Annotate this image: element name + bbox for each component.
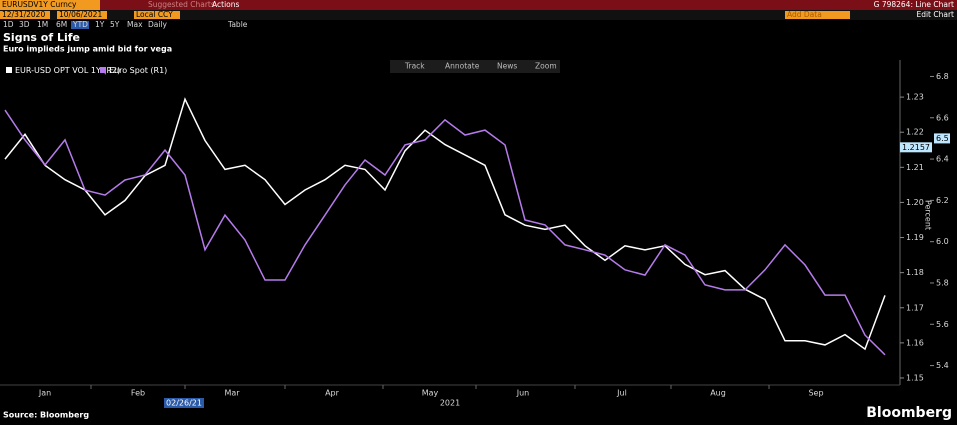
y2-tick-label: 5.8 <box>936 278 949 287</box>
x-tick-label: Feb <box>131 389 145 398</box>
add-data[interactable]: Add Data <box>787 10 822 19</box>
cursor-r1-value: 1.2157 <box>902 143 930 152</box>
y-tick-label: 1.17 <box>906 303 924 312</box>
start-date[interactable]: 12/31/2020 <box>2 10 45 19</box>
x-tick-label: Apr <box>325 389 340 398</box>
y2-tick-label: 6.8 <box>936 72 949 81</box>
top-bar <box>0 0 957 10</box>
active-period-box <box>71 21 89 29</box>
x-year: 2021 <box>440 399 460 408</box>
source: Source: Bloomberg <box>3 411 89 420</box>
y2-axis-title: Percent <box>924 200 933 230</box>
chart-subtitle: Euro implieds jump amid bid for vega <box>3 45 172 54</box>
tool-button[interactable]: Track <box>404 62 425 71</box>
period-button[interactable]: Max <box>127 20 143 29</box>
y-tick-label: 1.20 <box>906 198 924 207</box>
period-button[interactable]: YTD <box>72 20 88 29</box>
period-bar: 1D 3D 1M 6M YTD 1Y 5Y Max <box>3 20 143 29</box>
x-tick-label: Jan <box>38 389 51 398</box>
suggested-charts[interactable]: Suggested Charts <box>148 0 215 9</box>
y2-tick-label: 6.2 <box>936 196 949 205</box>
cursor-r2-value: 6.5 <box>936 134 949 143</box>
toolbar-row <box>0 10 957 20</box>
x-tick-label: Jun <box>516 389 530 398</box>
function-label: G 798264: Line Chart <box>874 0 954 9</box>
cursor-date: 02/26/21 <box>166 399 202 408</box>
legend-label: EUR-USD OPT VOL 1Y (R2) <box>15 66 120 75</box>
legend-swatch <box>6 67 12 73</box>
currency[interactable]: Local CCY <box>136 10 173 19</box>
tools: Track Annotate News Zoom <box>404 62 557 71</box>
series-line <box>4 97 886 351</box>
frequency[interactable]: Daily <box>148 20 168 29</box>
edit-chart[interactable]: Edit Chart <box>916 10 954 19</box>
tool-button[interactable]: News <box>497 62 517 71</box>
ticker[interactable]: EURUSDV1Y Curncy <box>2 0 77 9</box>
y2-tick-label: 5.4 <box>936 361 949 370</box>
y-tick-label: 1.15 <box>906 373 924 382</box>
y-tick-label: 1.23 <box>906 93 924 102</box>
tool-button[interactable]: Zoom <box>535 62 557 71</box>
y2-tick-label: 5.6 <box>936 320 949 329</box>
ticker-box[interactable] <box>0 0 100 10</box>
series-line <box>4 109 886 356</box>
tool-button[interactable]: Annotate <box>445 62 480 71</box>
tool-bar <box>390 60 560 73</box>
x-tick-label: Sep <box>808 389 823 398</box>
y-tick-label: 1.22 <box>906 128 924 137</box>
start-date-box[interactable] <box>0 11 50 19</box>
cursor-r2-box <box>934 133 950 144</box>
period-button[interactable]: 6M <box>56 20 67 29</box>
x-tick-label: Aug <box>710 389 726 398</box>
chart-title: Signs of Life <box>3 31 80 44</box>
table-button[interactable]: Table <box>227 20 248 29</box>
period-button[interactable]: 1D <box>3 20 14 29</box>
y2-tick-label: 6.4 <box>936 155 949 164</box>
y-tick-label: 1.16 <box>906 338 924 347</box>
period-button[interactable]: 1M <box>37 20 48 29</box>
y-tick-label: 1.21 <box>906 163 924 172</box>
y2-tick-label: 6.6 <box>936 113 949 122</box>
add-data-box[interactable] <box>785 11 850 19</box>
period-button[interactable]: 5Y <box>110 20 120 29</box>
actions-menu[interactable]: Actions <box>212 0 239 9</box>
end-date[interactable]: 10/06/2021 <box>59 10 102 19</box>
x-tick-label: Mar <box>224 389 240 398</box>
currency-box[interactable] <box>134 11 180 19</box>
period-button[interactable]: 3D <box>19 20 30 29</box>
y-tick-label: 1.18 <box>906 268 924 277</box>
end-date-box[interactable] <box>57 11 107 19</box>
y2-tick-label: 6.0 <box>936 237 949 246</box>
y-tick-label: 1.19 <box>906 233 924 242</box>
cursor-date-box <box>164 398 204 408</box>
period-button[interactable]: 1Y <box>95 20 105 29</box>
legend-swatch <box>100 67 106 73</box>
cursor-r1-box <box>900 142 932 153</box>
brand: Bloomberg <box>866 405 952 421</box>
x-tick-label: Jul <box>616 389 627 398</box>
legend-label: Euro Spot (R1) <box>109 66 167 75</box>
x-tick-label: May <box>422 389 439 398</box>
